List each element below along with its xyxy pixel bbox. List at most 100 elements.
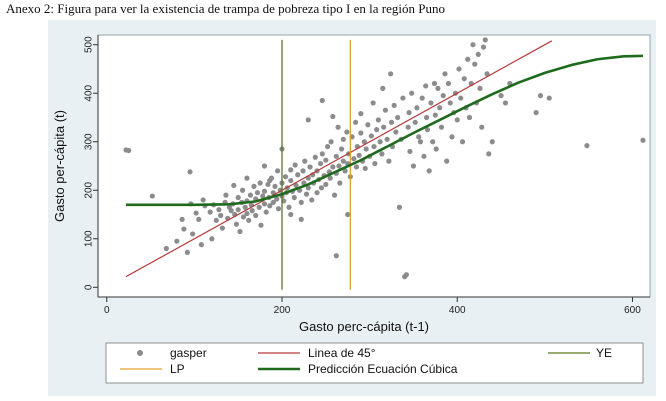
data-point [196, 216, 202, 222]
data-point [466, 114, 473, 121]
data-point [486, 151, 492, 157]
data-point [372, 160, 378, 167]
data-point [317, 160, 324, 167]
data-point [365, 122, 371, 128]
data-point [340, 158, 346, 164]
data-point [433, 146, 439, 152]
data-point [327, 175, 333, 181]
data-point [400, 95, 406, 101]
data-point [179, 216, 185, 222]
data-point [353, 164, 360, 170]
data-point [414, 105, 420, 111]
data-point [200, 197, 206, 203]
data-point [388, 119, 395, 125]
data-point [209, 236, 215, 242]
data-point [275, 206, 282, 212]
data-point [477, 85, 483, 91]
data-point [423, 114, 430, 121]
data-point [377, 139, 383, 145]
data-point [256, 204, 262, 210]
figure-caption: Anexo 2: Figura para ver la existencia d… [6, 1, 445, 16]
data-point [219, 225, 226, 231]
data-point [251, 183, 257, 189]
data-point [267, 203, 273, 209]
data-point [263, 209, 269, 215]
data-point [242, 204, 248, 210]
data-point [223, 192, 229, 198]
data-point [193, 210, 199, 216]
legend-label: Linea de 45° [308, 346, 376, 360]
data-point [363, 146, 369, 152]
legend-label: LP [170, 362, 185, 376]
y-tick-label: 500 [84, 36, 95, 53]
data-point [374, 127, 380, 133]
data-point [351, 156, 357, 162]
data-point [318, 185, 325, 191]
data-point [403, 272, 410, 278]
data-point [288, 211, 294, 218]
data-point [489, 139, 495, 145]
data-point [454, 117, 460, 123]
data-point [303, 191, 310, 197]
data-point [233, 221, 240, 227]
legend-label: gasper [170, 346, 207, 360]
data-point [371, 143, 377, 150]
data-point [470, 42, 476, 48]
data-point [395, 114, 401, 121]
data-point [345, 211, 351, 218]
data-point [149, 193, 155, 199]
y-tick-label: 100 [84, 230, 95, 247]
data-point [430, 139, 436, 145]
data-point [333, 153, 339, 159]
data-point [213, 217, 219, 223]
data-point [260, 193, 266, 199]
data-point [396, 204, 403, 210]
data-point [391, 102, 397, 108]
data-point [356, 152, 362, 158]
data-point [286, 204, 292, 210]
legend-label: Predicción Ecuación Cúbica [308, 362, 458, 376]
data-point [537, 93, 544, 99]
data-point [244, 210, 250, 217]
data-point [407, 148, 413, 155]
y-tick-label: 400 [84, 84, 95, 101]
data-point [254, 190, 261, 196]
data-point [384, 136, 390, 142]
data-point [261, 188, 268, 194]
data-point [409, 90, 415, 96]
data-point [442, 71, 448, 77]
data-point [126, 147, 132, 154]
data-point [406, 110, 412, 116]
data-point [261, 201, 268, 207]
data-point [424, 127, 431, 133]
data-point [295, 172, 301, 178]
data-point [445, 80, 452, 87]
y-tick-label: 0 [84, 284, 95, 290]
data-point [239, 187, 246, 193]
data-point [353, 119, 359, 125]
data-point [438, 124, 445, 130]
data-point [338, 146, 345, 152]
legend-box [105, 342, 644, 384]
data-point [379, 151, 385, 157]
data-point [231, 182, 237, 189]
data-point [382, 107, 388, 113]
data-point [240, 214, 247, 220]
data-point [479, 124, 485, 130]
data-point [288, 167, 294, 173]
scatter-chart: 0 200 400 600 0 100 200 300 400 500 Gasto perc-cáp… [48, 20, 656, 396]
legend-marker [137, 350, 143, 356]
data-point [472, 61, 478, 67]
data-point [216, 207, 222, 213]
data-point [314, 190, 320, 196]
data-point [475, 51, 481, 58]
data-point [456, 66, 462, 72]
data-point [358, 111, 364, 117]
data-point [498, 93, 504, 99]
data-point [361, 139, 367, 145]
data-point [368, 133, 374, 139]
data-point [393, 129, 399, 135]
data-point [305, 185, 311, 191]
data-point [340, 136, 346, 142]
data-point [292, 162, 298, 168]
